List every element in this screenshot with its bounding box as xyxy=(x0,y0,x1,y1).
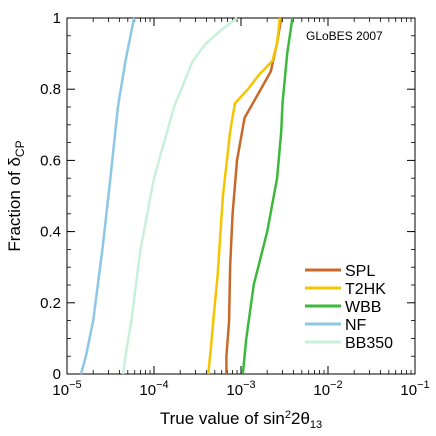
x-tick-exponent: −4 xyxy=(156,379,169,391)
ticks-group: 10−5 10−4 10−3 10−2 10−100.20.40.60.81 xyxy=(40,10,429,399)
series-line-nf xyxy=(79,17,136,375)
y-axis-label-sub: CP xyxy=(13,140,27,157)
legend-label-nf: NF xyxy=(345,317,367,334)
x-tick-label: 10−4 xyxy=(139,379,168,399)
x-axis-label-rest: 2θ xyxy=(291,409,310,428)
x-tick-base: 10 xyxy=(139,382,156,399)
legend-label-wbb: WBB xyxy=(345,299,381,316)
x-axis-label-main: True value of sin xyxy=(160,409,285,428)
x-tick-label: 10−1 xyxy=(400,379,429,399)
y-axis-label: Fraction of δCP xyxy=(5,140,27,251)
y-tick-label: 0.6 xyxy=(40,152,61,169)
x-tick-exponent: −1 xyxy=(417,379,430,391)
annotation-text: GLoBES 2007 xyxy=(306,29,383,43)
legend-label-t2hk: T2HK xyxy=(345,281,386,298)
series-group xyxy=(79,17,294,375)
x-tick-exponent: −2 xyxy=(330,379,343,391)
x-tick-base: 10 xyxy=(313,382,330,399)
x-tick-exponent: −3 xyxy=(243,379,256,391)
x-axis-label-sup: 2 xyxy=(285,409,291,421)
x-tick-label: 10−2 xyxy=(313,379,342,399)
series-line-bb350 xyxy=(121,17,238,375)
y-tick-label: 1 xyxy=(53,10,61,27)
x-axis-label-sub: 13 xyxy=(310,419,322,431)
x-tick-label: 10−5 xyxy=(52,379,81,399)
legend-label-spl: SPL xyxy=(345,263,375,280)
x-tick-base: 10 xyxy=(400,382,417,399)
y-axis-label-main: Fraction of δ xyxy=(5,157,24,252)
y-tick-label: 0.4 xyxy=(40,224,61,241)
legend-label-bb350: BB350 xyxy=(345,335,393,352)
x-tick-base: 10 xyxy=(226,382,243,399)
x-tick-exponent: −5 xyxy=(69,379,82,391)
series-line-wbb xyxy=(241,17,294,375)
series-line-t2hk xyxy=(206,17,282,375)
x-tick-label: 10−3 xyxy=(226,379,255,399)
y-tick-label: 0 xyxy=(53,366,61,383)
x-axis-label: True value of sin22θ13 xyxy=(160,409,322,431)
x-tick-base: 10 xyxy=(52,382,69,399)
y-tick-label: 0.2 xyxy=(40,295,61,312)
y-tick-label: 0.8 xyxy=(40,81,61,98)
